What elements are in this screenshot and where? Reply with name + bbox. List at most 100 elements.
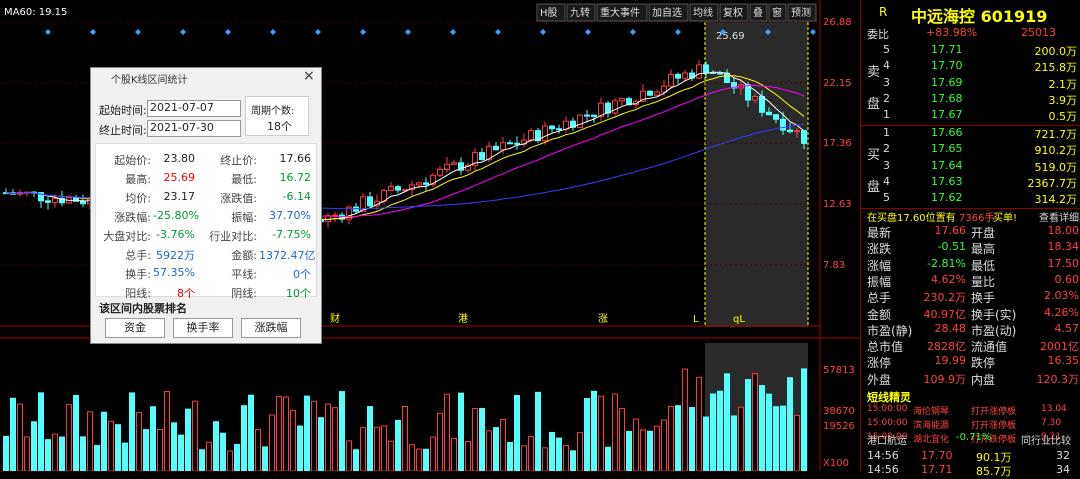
toolbar-button[interactable]: [719, 3, 749, 22]
stat-value: 37.70%: [269, 209, 311, 222]
toolbar-button-label: H股: [540, 7, 558, 19]
candle-body: [661, 85, 667, 93]
volume-bar: [178, 434, 184, 471]
volume-bar: [31, 421, 37, 471]
info-marker: [135, 29, 141, 35]
volume-bar: [563, 444, 569, 471]
level: 2: [883, 142, 890, 156]
event-marker: 涨: [598, 313, 608, 325]
toolbar-button[interactable]: [768, 3, 787, 22]
stat-label: 换手:: [125, 268, 151, 281]
interval-highlight: [705, 22, 808, 327]
toolbar-button[interactable]: [648, 3, 689, 22]
stat-value: 1372.47亿: [259, 249, 316, 262]
weibi-diff: 25013: [1021, 26, 1056, 39]
volume-bar: [528, 435, 534, 471]
volume-bar: [374, 426, 380, 471]
close-button[interactable]: ×: [303, 68, 315, 84]
event-marker: 财: [330, 312, 340, 325]
toolbar-button[interactable]: [536, 3, 566, 22]
candle-body: [787, 129, 793, 133]
stat-label: 内盘: [971, 372, 996, 387]
level: 1: [883, 126, 890, 139]
candle-body: [612, 100, 618, 114]
info-marker: [315, 29, 321, 35]
candle-body: [668, 73, 674, 87]
volume-bar: [318, 417, 324, 471]
volume-bar: [199, 449, 205, 471]
volume-bar: [171, 422, 177, 471]
toolbar-button-label: 叠: [753, 7, 763, 19]
toolbar-button-label: 预测: [791, 6, 811, 19]
volume-tick-label: X100: [823, 458, 849, 469]
stat-label: 最新: [867, 226, 892, 240]
stat-value: 8个: [177, 287, 195, 300]
stat-label: 换手: [971, 291, 996, 306]
candle-body: [528, 130, 534, 141]
candle-body: [535, 130, 541, 142]
volume-bar: [248, 394, 254, 471]
volume-bar: [227, 450, 233, 471]
candle-body: [367, 196, 373, 207]
rank-button[interactable]: 涨跌幅: [241, 318, 301, 338]
candle-body: [451, 162, 457, 165]
toolbar-button[interactable]: [787, 3, 817, 22]
tick-cell: 85.7万: [976, 465, 1012, 478]
candle-body: [633, 100, 639, 106]
industry-cell: -0.71%: [956, 432, 992, 443]
field-label: 起始时间:: [99, 104, 147, 117]
industry-cell[interactable]: 同行业比较: [1021, 436, 1071, 447]
dialog: 个股K线区间统计 × 起始时间: 2021-07-07 终止时间: 2021-07-30 周…: [90, 67, 322, 344]
date-input[interactable]: 2021-07-30: [147, 120, 241, 137]
candle-body: [458, 162, 464, 171]
toolbar-button[interactable]: [749, 3, 768, 22]
candle-body: [59, 197, 65, 204]
toolbar-button[interactable]: [689, 3, 719, 22]
stat-value: -25.80%: [153, 209, 199, 222]
candle-body: [731, 82, 737, 89]
volume-bar: [780, 405, 786, 471]
elf-title: 短线精灵: [867, 391, 911, 404]
volume-bar: [101, 411, 107, 471]
volume-bar: [794, 414, 800, 471]
stat-label: 金额:: [231, 249, 257, 262]
rank-button[interactable]: 资金: [105, 318, 165, 338]
toolbar-button-label: 均线: [693, 6, 713, 19]
info-marker: [810, 29, 816, 35]
candle-body: [479, 152, 485, 161]
volume-bar: [157, 428, 163, 471]
volume-bar: [654, 425, 660, 471]
candle-body: [542, 125, 548, 142]
price: 17.63: [931, 174, 963, 188]
candle-body: [780, 118, 786, 131]
volume-bar: [143, 429, 149, 471]
toolbar-button[interactable]: [596, 3, 648, 22]
candle-body: [794, 130, 800, 133]
volume-bar: [591, 390, 597, 471]
toolbar-button[interactable]: [566, 3, 596, 22]
volume: 910.2万: [1034, 144, 1078, 158]
rank-button[interactable]: 换手率: [173, 318, 233, 338]
tick-cell: 14:56: [867, 449, 899, 462]
stat-value: -7.75%: [272, 228, 311, 241]
price-tick-label: 22.15: [823, 78, 852, 89]
stat-label: 换手(实): [971, 307, 1017, 322]
candle-body: [717, 72, 723, 75]
level: 4: [883, 174, 890, 188]
info-marker: [495, 29, 501, 35]
event-marker: L: [693, 314, 699, 325]
notice[interactable]: 查看详细: [1039, 213, 1079, 224]
volume-bar: [556, 437, 562, 471]
info-marker: [405, 29, 411, 35]
volume-bar: [437, 412, 443, 471]
candle-body: [759, 95, 765, 113]
candle-body: [493, 145, 499, 151]
stat-value: 5922万: [156, 249, 195, 262]
stat-label: 最高:: [125, 173, 151, 186]
volume-bar: [255, 428, 261, 471]
stat-label: 流通值: [971, 340, 1008, 355]
notice: 买单!: [993, 213, 1018, 224]
candle-body: [409, 184, 415, 191]
volume-bar: [675, 405, 681, 471]
date-input[interactable]: 2021-07-07: [147, 100, 241, 117]
